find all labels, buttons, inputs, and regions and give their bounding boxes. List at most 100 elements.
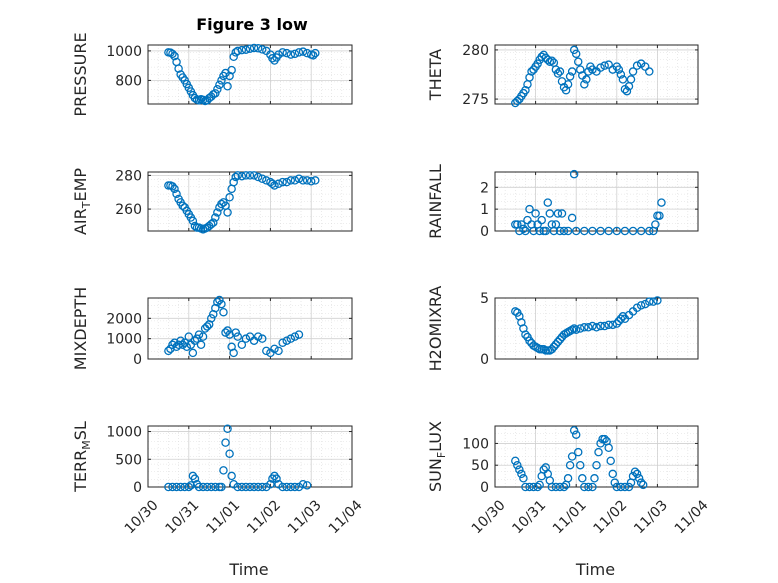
data-point	[606, 456, 615, 466]
subplot-2: 275 280 THETA	[426, 43, 699, 108]
y-axis-label: RAINFALL	[426, 164, 445, 239]
data-point	[515, 465, 524, 474]
data-point	[571, 325, 581, 334]
data-point	[525, 204, 534, 214]
data-point	[270, 181, 279, 190]
data-point	[573, 447, 583, 457]
subplot-1: 800 1000 PRESSURE	[71, 32, 353, 117]
data-point	[278, 48, 287, 57]
data-point	[588, 321, 597, 331]
subplot-4: 0 1 2 RAINFALL	[426, 164, 699, 240]
data-point	[529, 226, 538, 236]
y-tick-label: 280	[115, 168, 142, 184]
data-point	[241, 334, 251, 343]
data-point	[311, 176, 320, 185]
data-point	[519, 224, 528, 234]
data-point	[249, 43, 259, 53]
data-point	[630, 467, 640, 476]
subplot-5: 0 1000 2000 MIXDEPTH	[71, 287, 353, 370]
y-tick-label: 0	[133, 352, 142, 368]
data-point	[245, 44, 255, 53]
data-point	[168, 182, 177, 191]
data-point	[282, 177, 291, 187]
data-point	[233, 332, 243, 341]
data-point	[547, 56, 557, 65]
data-point	[578, 474, 587, 483]
data-point	[190, 474, 200, 483]
data-point	[253, 172, 263, 182]
x-axis-label: Time	[575, 560, 615, 579]
data-point	[219, 466, 228, 475]
data-point	[215, 80, 224, 90]
data-point	[245, 171, 255, 180]
data-point	[229, 177, 238, 187]
y-axis-label: THETA	[426, 49, 445, 101]
data-point	[278, 177, 287, 187]
data-point	[217, 76, 226, 85]
data-point	[549, 342, 559, 352]
y-tick-label: 0	[480, 224, 489, 240]
data-point	[290, 176, 300, 185]
data-point	[580, 482, 589, 492]
data-point	[636, 301, 646, 310]
data-point	[657, 198, 666, 207]
data-point	[604, 226, 613, 236]
y-tick-label: 260	[115, 202, 142, 218]
data-point	[241, 45, 251, 54]
data-point	[645, 226, 654, 236]
data-point	[517, 220, 526, 229]
data-point	[557, 209, 567, 218]
y-tick-label: 2	[480, 180, 489, 196]
data-point	[237, 171, 247, 181]
y-tick-label: 1000	[106, 44, 142, 60]
data-point	[176, 482, 185, 492]
data-point	[286, 334, 296, 343]
data-point	[567, 67, 577, 76]
data-point	[227, 471, 236, 481]
data-point	[553, 69, 563, 78]
data-point	[241, 171, 251, 180]
data-point	[553, 337, 563, 347]
data-point	[213, 208, 222, 217]
data-point	[286, 176, 296, 185]
data-point	[302, 176, 312, 185]
data-point	[555, 67, 565, 76]
data-point	[311, 48, 320, 58]
y-tick-label: 800	[115, 73, 142, 89]
data-point	[547, 344, 557, 354]
axes-box	[147, 297, 353, 360]
y-tick-label: 2000	[106, 311, 142, 327]
data-point	[553, 209, 563, 218]
y-tick-label: 1	[480, 202, 489, 218]
data-point	[184, 482, 194, 492]
data-point	[168, 340, 177, 350]
data-point	[584, 482, 593, 492]
data-point	[521, 330, 530, 339]
data-point	[563, 226, 573, 236]
data-point	[582, 75, 591, 84]
data-point	[253, 43, 263, 53]
data-point	[576, 65, 585, 74]
subplot-3: 260 280 AIRTEMP	[71, 168, 353, 235]
data-point	[186, 481, 196, 490]
data-point	[237, 482, 247, 492]
data-point	[576, 460, 585, 470]
data-point	[590, 474, 599, 483]
data-point	[600, 61, 609, 70]
data-point	[178, 201, 187, 210]
y-tick-label: 100	[462, 436, 489, 452]
data-point	[596, 226, 605, 236]
data-point	[608, 320, 617, 330]
data-point	[604, 443, 613, 453]
data-point	[241, 482, 251, 492]
data-point	[282, 48, 291, 58]
data-point	[634, 474, 644, 483]
data-point	[190, 93, 200, 103]
data-point	[286, 50, 296, 59]
data-point	[551, 482, 561, 492]
data-point	[651, 220, 660, 229]
data-point	[190, 336, 200, 345]
data-point	[257, 45, 267, 54]
data-point	[513, 96, 522, 106]
